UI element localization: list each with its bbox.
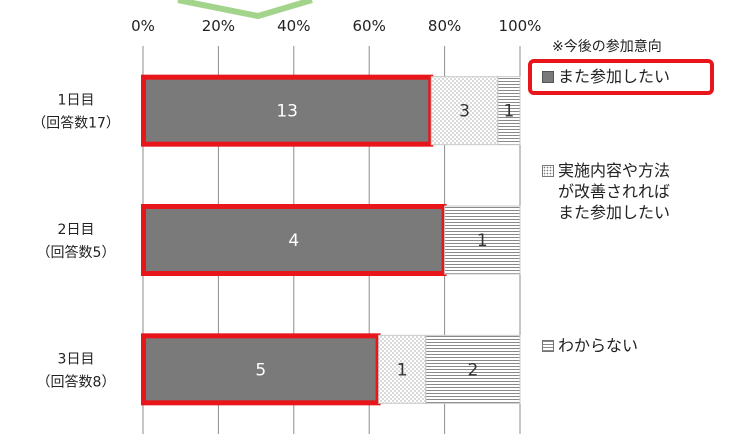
decorative-chevron [177,0,313,20]
legend-label-improve-line3: また参加したい [558,203,671,222]
bar-data-label: 4 [288,231,299,251]
category-label-line1: 2日目 [58,222,95,238]
bar-data-label: 1 [503,102,514,122]
legend-label-improve-line1: 実施内容や方法 [558,161,671,180]
legend-title: ※今後の参加意向 [552,39,662,55]
legend-swatch-solid [542,71,554,83]
bar-data-label: 2 [467,360,478,380]
legend-item-improve: 実施内容や方法 が改善されれば また参加したい [542,160,670,223]
category-label-line2: （回答数5） [37,244,116,261]
category-labels: 1日目 （回答数17） 2日目 （回答数5） 3日目 （回答数8） [32,93,120,391]
x-tick-label: 80% [428,17,461,35]
x-tick-label: 40% [277,17,310,35]
bar-segment [143,335,379,404]
bars: 13 3 1 4 1 5 1 2 [141,74,521,406]
legend-label-again: また参加したい [558,67,671,86]
bar-highlight-box [141,74,434,147]
x-tick-label: 60% [353,17,386,35]
bar-segment [444,205,521,275]
x-tick-label: 0% [131,17,155,35]
x-tick-label: 20% [202,17,235,35]
legend-label-improve: 実施内容や方法 が改善されれば また参加したい [558,160,670,223]
legend-item-again: また参加したい [542,66,670,87]
legend-swatch-stripes [542,340,554,352]
bar-data-label: 13 [276,102,298,122]
bar-segment [143,206,445,274]
bar-data-label: 3 [459,102,470,122]
legend-label-improve-line2: が改善されれば [558,182,671,201]
bar-data-label: 5 [255,360,266,380]
bar-data-label: 1 [477,231,488,251]
category-label-line1: 3日目 [58,351,95,367]
x-axis-ticks: 0% 20% 40% 60% 80% 100% [131,17,541,35]
legend-swatch-dots [542,165,554,177]
bar-segment [378,334,427,404]
bar-segment [497,76,521,146]
category-label-line1: 1日目 [58,93,95,109]
legend-label-unknown: わからない [558,336,639,355]
bar-segment [143,76,432,145]
bar-segment [430,76,499,146]
bar-data-label: 1 [397,360,408,380]
category-label-line2: （回答数8） [37,373,116,390]
x-tick-label: 100% [499,17,542,35]
legend-item-unknown: わからない [542,335,638,356]
bar-segment [425,334,521,404]
legend-highlight-box [528,59,714,95]
bar-highlight-box [141,204,447,276]
category-label-line2: （回答数17） [32,115,120,132]
